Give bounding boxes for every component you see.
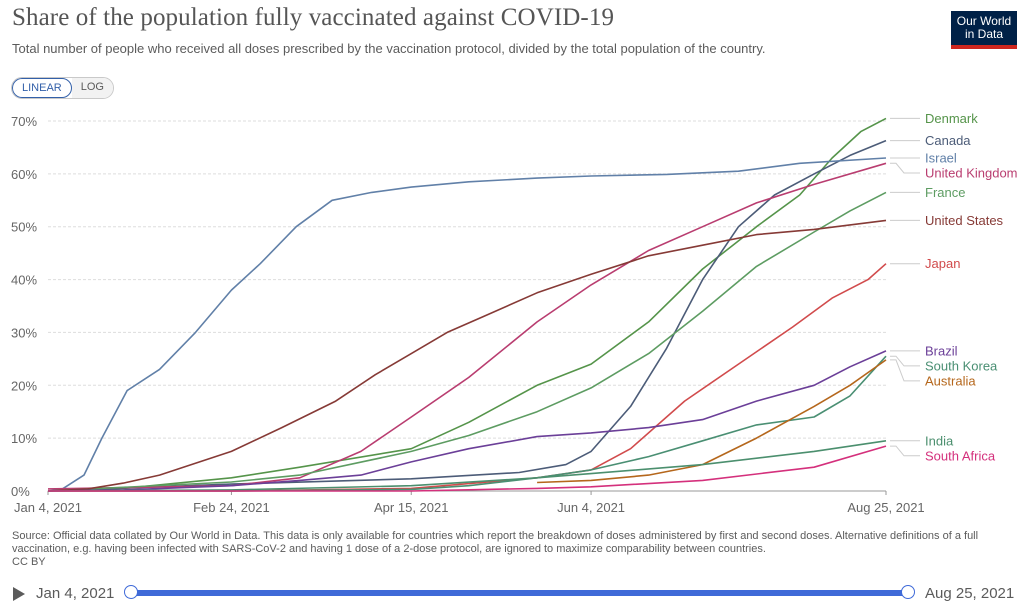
- series-end-label: Japan: [925, 256, 960, 271]
- license-note: CC BY: [12, 556, 46, 568]
- series-end-label: United States: [925, 213, 1004, 228]
- series-line-israel: [47, 157, 887, 492]
- series-end-label: Australia: [925, 373, 976, 388]
- series-end-label: France: [925, 185, 965, 200]
- series-end-label: Denmark: [925, 111, 978, 126]
- series-line-south-korea: [48, 355, 887, 492]
- series-line-canada: [47, 139, 887, 492]
- label-leader-line: [890, 355, 920, 367]
- series-line-united-states: [47, 219, 887, 492]
- y-tick-label: 40%: [11, 273, 37, 288]
- chart-subtitle: Total number of people who received all …: [12, 41, 766, 56]
- y-tick-label: 50%: [11, 220, 37, 235]
- x-tick-label: Apr 15, 2021: [374, 500, 448, 515]
- series-end-label: South Africa: [925, 448, 996, 463]
- owid-logo[interactable]: Our World in Data: [951, 11, 1017, 49]
- label-leader-line: [890, 445, 920, 457]
- series-end-label: Brazil: [925, 343, 958, 358]
- x-tick-label: Aug 25, 2021: [847, 500, 924, 515]
- x-tick-label: Jan 4, 2021: [14, 500, 82, 515]
- x-tick-label: Jun 4, 2021: [557, 500, 625, 515]
- timeline-end-handle[interactable]: [901, 585, 915, 599]
- label-leader-line: [890, 162, 920, 174]
- series-line-japan: [48, 263, 887, 492]
- linear-scale-button[interactable]: LINEAR: [12, 78, 72, 98]
- series-end-label: United Kingdom: [925, 166, 1018, 181]
- chart-footer: Source: Official data collated by Our Wo…: [12, 530, 1012, 569]
- series-line-brazil: [47, 350, 887, 492]
- scale-toggle: LINEAR LOG: [11, 77, 114, 99]
- chart-title: Share of the population fully vaccinated…: [12, 4, 615, 31]
- play-icon[interactable]: [13, 587, 25, 601]
- y-tick-label: 0%: [11, 484, 30, 499]
- series-end-label: Canada: [925, 133, 971, 148]
- series-line-south-africa: [48, 445, 887, 492]
- series-end-label: Israel: [925, 151, 957, 166]
- series-end-label: India: [925, 433, 954, 448]
- series-line-france: [47, 191, 887, 492]
- timeline-track[interactable]: [132, 590, 908, 596]
- source-note: Source: Official data collated by Our Wo…: [12, 530, 979, 555]
- label-leader-line: [890, 359, 920, 382]
- y-tick-label: 10%: [11, 431, 37, 446]
- series-end-label: South Korea: [925, 358, 998, 373]
- timeline-start-handle[interactable]: [124, 585, 138, 599]
- series-line-united-kingdom: [47, 162, 887, 490]
- series-line-india: [47, 440, 887, 492]
- y-tick-label: 70%: [11, 114, 37, 129]
- line-chart: 0% 10% 20% 30% 40% 50% 60% 70% Jan 4, 2021 Feb 24…: [11, 111, 1018, 515]
- logo-line-2: in Data: [964, 27, 1004, 41]
- timeline-end-label: Aug 25, 2021: [925, 585, 1015, 602]
- y-tick-label: 30%: [11, 325, 37, 340]
- y-tick-label: 20%: [11, 378, 37, 393]
- log-scale-button[interactable]: LOG: [71, 78, 113, 98]
- y-tick-label: 60%: [11, 167, 37, 182]
- series-line-australia: [537, 359, 887, 484]
- timeline-start-label: Jan 4, 2021: [36, 585, 115, 602]
- x-tick-label: Feb 24, 2021: [193, 500, 270, 515]
- timeline: Jan 4, 2021 Aug 25, 2021: [0, 578, 1024, 608]
- logo-line-1: Our World: [956, 14, 1012, 28]
- logo-accent-bar: [951, 45, 1017, 49]
